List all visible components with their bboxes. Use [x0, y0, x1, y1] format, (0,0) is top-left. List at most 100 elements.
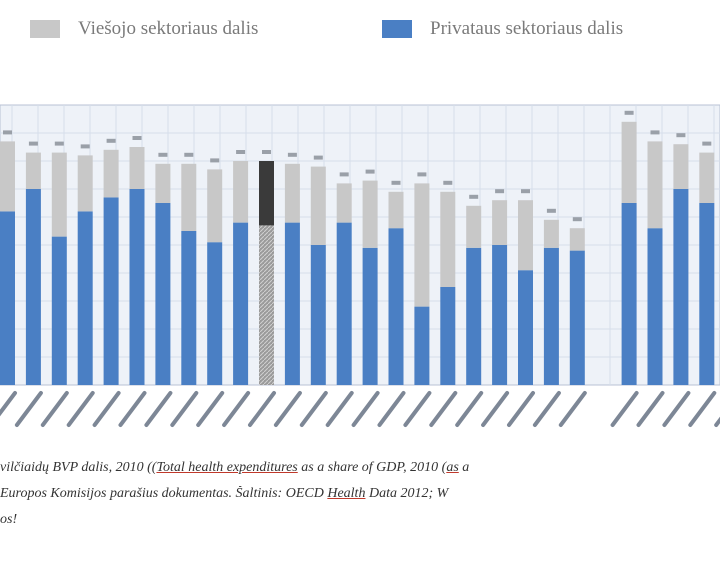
bar-public [310, 166, 326, 245]
category-tick-label [144, 391, 173, 427]
bar-value-label [3, 130, 12, 135]
bar-public [259, 161, 274, 226]
bar-private [543, 247, 559, 385]
bar-private [414, 306, 430, 385]
bar-value-label [313, 155, 323, 160]
bar-public [569, 228, 585, 251]
category-tick-label [299, 391, 328, 427]
bar-value-label [28, 141, 38, 146]
category-tick-label [714, 416, 720, 427]
category-tick-label [222, 391, 251, 427]
bar-value-label [676, 133, 686, 138]
category-tick-label [40, 391, 69, 427]
legend-swatch-private [382, 20, 412, 38]
bar-private [207, 242, 223, 385]
bar-public [77, 155, 93, 212]
bar-public [25, 152, 41, 189]
bar-private [284, 222, 300, 385]
bar-private [259, 225, 274, 385]
category-tick-label [377, 391, 406, 427]
bar-value-label [158, 152, 168, 157]
bar-private [181, 231, 197, 385]
bar-public [51, 152, 67, 237]
bar-public [284, 163, 300, 223]
bar-public [129, 147, 145, 189]
legend-item-private: Privataus sektoriaus dalis [382, 18, 623, 40]
bar-value-label [132, 136, 142, 140]
caption-text: Data 2012; W [365, 486, 449, 501]
bar-private [492, 245, 508, 385]
stacked-bar-chart [0, 104, 720, 427]
bar-public [492, 200, 508, 245]
bar-value-label [80, 144, 90, 149]
caption-text: os! [0, 512, 18, 527]
bar-public [233, 161, 249, 223]
bar-private [0, 211, 15, 385]
bar-value-label [650, 130, 660, 135]
bar-private [77, 211, 93, 385]
category-tick-label [118, 391, 147, 427]
bar-value-label [469, 194, 479, 199]
bar-private [233, 222, 249, 385]
bar-public [103, 149, 119, 198]
bar-value-label [702, 141, 712, 146]
caption-text: vilčiaidų BVP dalis, 2010 (( [0, 460, 157, 475]
category-tick-label [558, 391, 587, 427]
category-tick-label [14, 391, 43, 427]
bar-value-label [54, 141, 64, 146]
caption-text-underlined: Total health expenditures [156, 460, 298, 475]
bar-value-label [262, 150, 271, 154]
bar-value-label [443, 180, 453, 185]
bar-value-label [417, 172, 427, 177]
category-tick-label [532, 391, 561, 427]
bar-private [103, 197, 119, 385]
bar-private [518, 270, 533, 385]
category-tick-label [170, 391, 199, 427]
bar-private [388, 228, 404, 385]
category-tick-label [66, 391, 95, 427]
category-tick-label [481, 391, 510, 427]
bar-private [336, 222, 352, 385]
bar-value-label [339, 172, 349, 177]
bar-public [518, 200, 533, 271]
category-tick-label [455, 391, 484, 427]
category-tick-label [688, 391, 717, 427]
bar-public [336, 183, 352, 223]
bar-value-label [495, 189, 505, 194]
category-tick-label [662, 391, 691, 427]
category-tick-label [636, 391, 665, 427]
bar-value-label [365, 169, 375, 174]
bar-public [673, 144, 689, 189]
legend-swatch-public [30, 20, 60, 38]
caption-text-underlined: Health [327, 486, 366, 501]
category-tick-label [273, 391, 302, 427]
category-tick-label [325, 391, 354, 427]
legend-label-public: Viešojo sektoriaus dalis [78, 18, 259, 39]
caption-text: Europos Komisijos parašius dokumentas. Š… [0, 486, 328, 501]
caption-line-3: os! [0, 512, 720, 528]
category-tick-label [429, 391, 458, 427]
bar-value-label [287, 152, 297, 157]
bar-public [388, 191, 404, 229]
bar-private [466, 247, 482, 385]
bar-public [699, 152, 715, 203]
bar-value-label [391, 180, 401, 185]
bar-private [25, 189, 41, 385]
bar-private [440, 287, 456, 385]
caption-text: a [458, 460, 470, 475]
bar-public [207, 169, 223, 243]
bar-public [440, 191, 456, 287]
bar-value-label [572, 217, 582, 222]
bar-value-label [210, 158, 220, 163]
bar-value-label [184, 152, 194, 157]
bar-value-label [546, 208, 556, 213]
bar-private [155, 203, 171, 385]
caption-line-2: Europos Komisijos parašius dokumentas. Š… [0, 486, 720, 502]
bar-private [129, 189, 145, 385]
bar-value-label [521, 189, 530, 194]
caption-text: as a share of GDP, 2010 ( [297, 460, 447, 475]
bar-private [569, 250, 585, 385]
bar-private [699, 203, 715, 385]
category-tick-label [507, 391, 535, 427]
category-tick-label [403, 391, 432, 427]
